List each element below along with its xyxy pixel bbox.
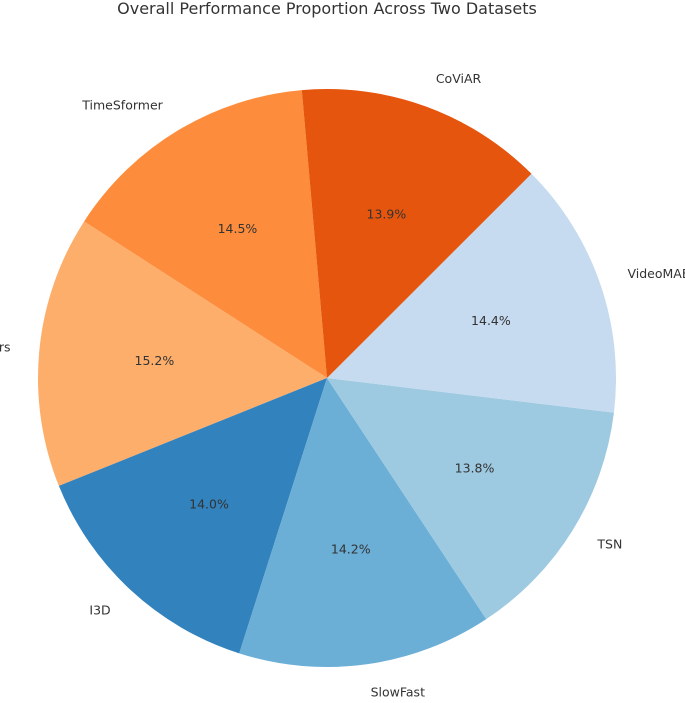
slice-label-tsn: TSN	[596, 537, 622, 552]
pie-slices	[37, 89, 616, 667]
pie-slice-timesformer	[84, 90, 327, 378]
slice-percent-timesformer: 14.5%	[218, 221, 258, 236]
slice-label-slowfast: SlowFast	[371, 684, 425, 698]
pie-slice-ours	[37, 221, 327, 486]
pie-slice-coviar	[301, 89, 532, 378]
pie-slice-slowfast	[239, 378, 487, 667]
slice-percent-coviar: 13.9%	[367, 207, 407, 222]
slice-label-timesformer: TimeSformer	[81, 97, 163, 112]
pie-labels: TimeSformer 14.5% Ours 15.2% I3D 14.0% SlowFas…	[0, 71, 685, 700]
pie-slice-i3d	[58, 378, 327, 654]
slice-percent-videomae: 14.4%	[471, 313, 511, 328]
chart-title: Overall Performance Proportion Across Tw…	[117, 0, 537, 18]
slice-percent-ours: 15.2%	[135, 353, 175, 368]
slice-percent-i3d: 14.0%	[189, 497, 229, 512]
pie-slice-tsn	[327, 378, 614, 620]
pie-slice-videomae	[327, 173, 616, 413]
slice-label-ours: Ours	[0, 339, 11, 354]
slice-percent-slowfast: 14.2%	[331, 541, 371, 556]
slice-percent-tsn: 13.8%	[455, 461, 495, 476]
slice-label-i3d: I3D	[89, 602, 110, 617]
slice-label-coviar: CoViAR	[436, 71, 482, 86]
slice-label-videomae: VideoMAE	[628, 266, 685, 281]
